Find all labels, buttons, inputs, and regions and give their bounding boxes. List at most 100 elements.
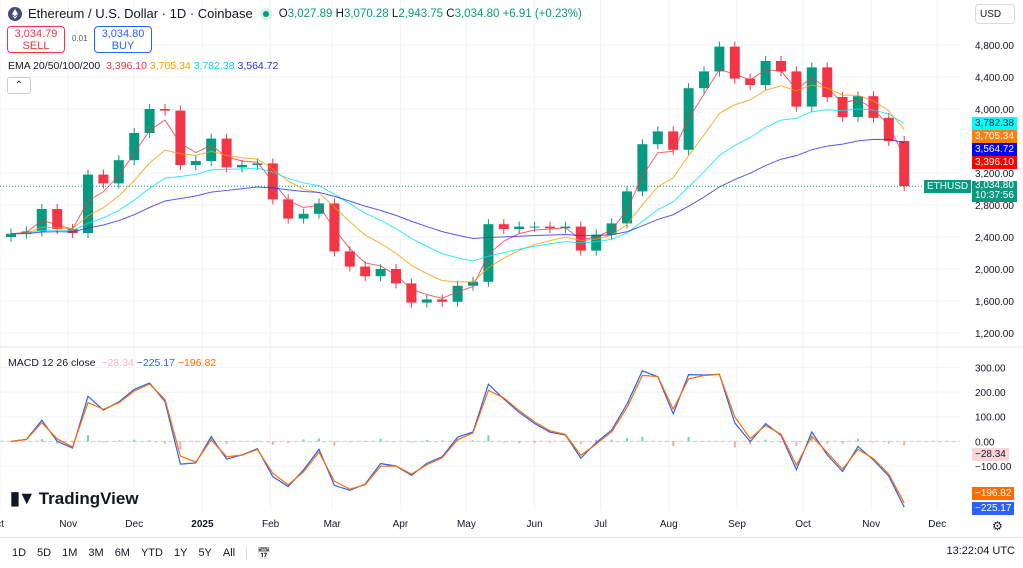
macd-tick-label: 100.00: [975, 413, 1006, 424]
ohlc-values: O3,027.89 H3,070.28 L2,943.75 C3,034.80 …: [278, 7, 582, 20]
time-tick-label: Nov: [862, 519, 880, 530]
candle-down: [175, 110, 186, 165]
macd-histogram-bar: [333, 441, 336, 446]
range-5d[interactable]: 5D: [37, 547, 52, 559]
candle-down: [745, 78, 756, 85]
macd-histogram-bar: [133, 439, 136, 442]
range-6m[interactable]: 6M: [114, 547, 130, 559]
price-tick-label: 4,000.00: [975, 105, 1014, 116]
range-3m[interactable]: 3M: [88, 547, 104, 559]
time-tick-label: Jun: [527, 519, 543, 530]
macd-histogram-bar: [872, 441, 875, 443]
macd-histogram-bar: [102, 441, 105, 443]
date-range-icon[interactable]: 📅: [246, 546, 271, 560]
ema-legend[interactable]: EMA 20/50/100/200 3,396.10 3,705.34 3,78…: [8, 60, 279, 72]
ema-line-200: [10, 138, 905, 239]
candle-up: [606, 223, 617, 235]
candle-up: [652, 131, 663, 145]
price-tick-label: 1,200.00: [975, 329, 1014, 340]
tradingview-logo-icon: ▮▼: [10, 488, 36, 508]
macd-histogram-bar: [87, 435, 89, 442]
candle-down: [283, 199, 294, 219]
macd-histogram-bar: [56, 441, 59, 444]
time-tick-label: Oct: [795, 519, 811, 530]
macd-tick-label: 200.00: [975, 388, 1006, 399]
macd-histogram-bar: [364, 440, 367, 442]
clock[interactable]: 13:22:04 UTC: [946, 545, 1015, 557]
price-chart[interactable]: 4,800.00 4,400.00 4,000.00 3,200.00 2,800.00…: [0, 0, 1023, 537]
range-1y[interactable]: 1Y: [173, 547, 188, 559]
time-tick-label: 2025: [191, 519, 214, 530]
macd-histogram-bar: [256, 440, 259, 442]
range-5y[interactable]: 5Y: [198, 547, 212, 559]
settings-icon[interactable]: ⚙: [992, 519, 1003, 533]
candle-down: [822, 67, 833, 97]
ema-line-50: [10, 84, 905, 283]
candle-down: [160, 109, 170, 111]
candle-down: [98, 174, 109, 184]
candle-down: [899, 141, 910, 187]
time-tick-label: Dec: [928, 519, 946, 530]
candle-up: [206, 138, 217, 161]
macd-histogram-bar: [626, 437, 628, 442]
candle-down: [329, 203, 340, 252]
candle-down: [545, 226, 555, 229]
price-tick-label: 1,600.00: [975, 297, 1014, 308]
price-tick-label: 4,800.00: [975, 41, 1014, 52]
candle-up: [421, 299, 432, 303]
range-1m[interactable]: 1M: [62, 547, 78, 559]
candle-down: [221, 138, 232, 168]
macd-histogram-bar: [857, 438, 859, 442]
candle-up: [806, 67, 817, 107]
market-open-dot: [259, 7, 272, 20]
candle-up: [622, 191, 632, 224]
macd-histogram-bar: [318, 438, 320, 442]
macd-histogram-bar: [549, 441, 551, 443]
macd-histogram-bar: [564, 441, 567, 442]
time-tick-label: Dec: [125, 519, 143, 530]
time-tick-label: ct: [0, 519, 4, 530]
macd-histogram-bar: [410, 441, 413, 443]
macd-histogram-bar: [887, 441, 890, 444]
buy-button[interactable]: 3,034.80 BUY: [94, 26, 152, 53]
macd-histogram-bar: [533, 441, 536, 444]
time-tick-label: Sep: [728, 519, 746, 530]
candle-up: [298, 213, 309, 219]
macd-legend[interactable]: MACD 12 26 close −28.34 −225.17 −196.82: [8, 357, 217, 369]
macd-histogram-bar: [148, 440, 151, 442]
candle-up: [637, 144, 648, 192]
spread: 0.01: [72, 34, 88, 43]
time-tick-label: Mar: [324, 519, 342, 530]
range-all[interactable]: All: [222, 547, 236, 559]
last-price-tag: 3,034.80 10:37:56: [972, 181, 1017, 202]
candle-down: [776, 61, 786, 72]
ethereum-icon: [8, 6, 22, 21]
range-ytd[interactable]: YTD: [140, 547, 163, 559]
sell-button[interactable]: 3,034.79 SELL: [7, 26, 65, 53]
macd-histogram-tag: −28.34: [972, 448, 1009, 461]
candle-down: [498, 224, 509, 229]
macd-histogram-bar: [225, 441, 228, 444]
time-tick-label: Apr: [393, 519, 409, 530]
candle-up: [6, 233, 16, 237]
symbol-title[interactable]: Ethereum / U.S. Dollar · 1D · Coinbase: [28, 6, 253, 21]
candle-down: [360, 266, 371, 277]
macd-line: [10, 370, 905, 508]
macd-histogram-bar: [518, 441, 521, 444]
macd-histogram-bar: [425, 440, 428, 442]
price-tick-label: 2,400.00: [975, 233, 1014, 244]
price-tick-label: 2,800.00: [975, 201, 1014, 212]
ema50-price-tag: 3,705.34: [972, 130, 1017, 143]
time-tick-label: Aug: [660, 519, 678, 530]
candle-up: [113, 160, 124, 184]
currency-button[interactable]: USD: [975, 4, 1015, 24]
tradingview-logo[interactable]: ▮▼ TradingView: [10, 488, 139, 508]
macd-tick-label: −100.00: [975, 462, 1012, 473]
macd-histogram-bar: [472, 440, 474, 442]
collapse-legend-button[interactable]: ⌃: [7, 77, 31, 94]
candle-up: [129, 133, 140, 161]
macd-histogram-bar: [795, 441, 798, 446]
macd-histogram-bar: [302, 439, 305, 442]
range-1d[interactable]: 1D: [12, 547, 27, 559]
macd-histogram-bar: [780, 441, 782, 443]
